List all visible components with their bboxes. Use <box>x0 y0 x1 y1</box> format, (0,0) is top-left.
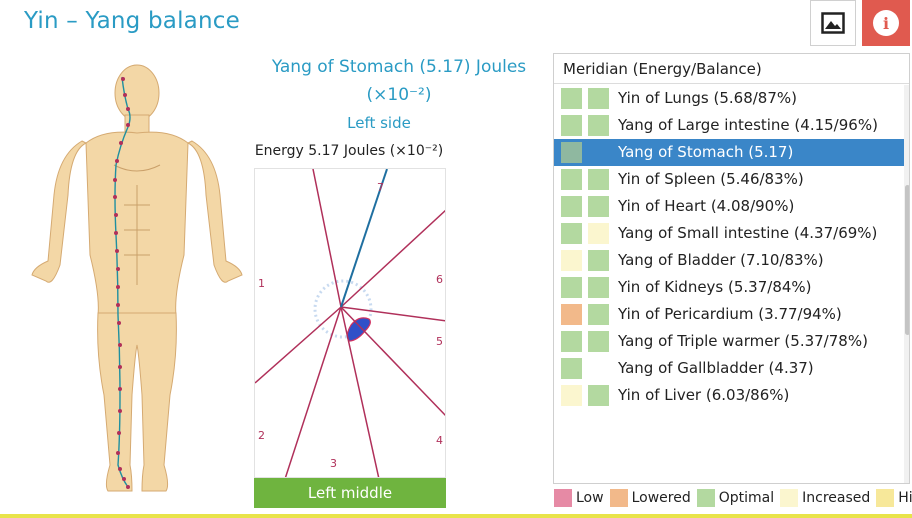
yin-balance-swatch <box>561 358 582 379</box>
sector-line <box>340 306 380 477</box>
meridian-row-label: Yang of Gallbladder (4.37) <box>618 359 814 377</box>
meridian-row[interactable]: Yin of Spleen (5.46/83%) <box>554 166 904 193</box>
meridian-row[interactable]: Yin of Lungs (5.68/87%) <box>554 85 904 112</box>
yin-balance-swatch <box>561 223 582 244</box>
legend-swatch <box>876 489 895 507</box>
meridian-row[interactable]: Yang of Small intestine (4.37/69%) <box>554 220 904 247</box>
image-icon <box>821 12 845 34</box>
meridian-row-label: Yang of Small intestine (4.37/69%) <box>618 224 878 242</box>
yang-balance-swatch <box>588 88 609 109</box>
yin-balance-swatch <box>561 115 582 136</box>
legend-label: Increased <box>802 490 871 506</box>
legend: Low Lowered Optimal Increased High <box>554 488 912 508</box>
position-bar: Left middle <box>254 478 446 508</box>
sector-line <box>340 306 445 417</box>
scrollbar-thumb[interactable] <box>905 185 909 335</box>
yin-balance-swatch <box>561 196 582 217</box>
yin-balance-swatch <box>561 142 582 163</box>
meridian-row-label: Yin of Liver (6.03/86%) <box>618 386 790 404</box>
sector-line <box>340 209 445 308</box>
yin-balance-swatch <box>561 169 582 190</box>
legend-swatch <box>780 489 799 507</box>
yang-balance-swatch <box>588 331 609 352</box>
sector-line <box>284 306 342 477</box>
meridian-row[interactable]: Yang of Stomach (5.17) <box>554 139 904 166</box>
side-label: Left side <box>347 114 411 132</box>
yang-balance-swatch <box>588 115 609 136</box>
meridian-row-label: Yin of Kidneys (5.37/84%) <box>618 278 812 296</box>
meridian-row-label: Yang of Bladder (7.10/83%) <box>618 251 824 269</box>
meridian-row-label: Yang of Triple warmer (5.37/78%) <box>618 332 868 350</box>
yang-balance-swatch <box>588 304 609 325</box>
legend-item: Increased <box>780 489 870 507</box>
image-button[interactable] <box>810 0 856 46</box>
meridian-direction-line <box>340 169 388 308</box>
meridian-row[interactable]: Yin of Pericardium (3.77/94%) <box>554 301 904 328</box>
yin-balance-swatch <box>561 304 582 325</box>
legend-item: Optimal <box>696 489 775 507</box>
legend-item: Lowered <box>609 489 691 507</box>
energy-label: Energy 5.17 Joules (×10⁻²) <box>254 143 444 159</box>
meridian-row-label: Yin of Spleen (5.46/83%) <box>618 170 804 188</box>
meridian-row[interactable]: Yang of Gallbladder (4.37) <box>554 355 904 382</box>
yin-balance-swatch <box>561 385 582 406</box>
yang-balance-swatch <box>588 277 609 298</box>
yang-balance-swatch <box>588 250 609 271</box>
meridian-row[interactable]: Yin of Kidneys (5.37/84%) <box>554 274 904 301</box>
legend-label: Lowered <box>631 490 691 506</box>
yang-balance-swatch <box>588 169 609 190</box>
bottom-divider <box>0 514 912 518</box>
meridian-row[interactable]: Yang of Bladder (7.10/83%) <box>554 247 904 274</box>
legend-swatch <box>554 489 572 507</box>
diagram-halo <box>313 279 373 339</box>
sector-number: 6 <box>436 273 443 286</box>
legend-label: Low <box>576 490 604 506</box>
yin-balance-swatch <box>561 277 582 298</box>
energy-blob <box>346 317 371 342</box>
sector-diagram: 1 2 3 4 5 6 7 <box>254 168 446 478</box>
sector-line <box>255 306 342 384</box>
info-button[interactable]: i <box>862 0 910 46</box>
meridian-row-label: Yang of Large intestine (4.15/96%) <box>618 116 878 134</box>
sector-line <box>312 169 342 308</box>
legend-swatch <box>696 489 715 507</box>
legend-item: High <box>876 489 912 507</box>
meridian-row-label: Yin of Pericardium (3.77/94%) <box>618 305 842 323</box>
yang-balance-swatch <box>588 223 609 244</box>
meridian-row-label: Yang of Stomach (5.17) <box>618 143 794 161</box>
yin-balance-swatch <box>561 331 582 352</box>
body-figure <box>31 64 243 492</box>
meridian-panel: Meridian (Energy/Balance) Yin of Lungs (… <box>553 53 910 484</box>
sector-number: 4 <box>436 434 443 447</box>
meridian-line <box>114 76 131 488</box>
page-title: Yin – Yang balance <box>24 8 240 34</box>
sector-number: 1 <box>258 277 265 290</box>
meridian-panel-header: Meridian (Energy/Balance) <box>554 54 909 84</box>
meridian-row[interactable]: Yin of Heart (4.08/90%) <box>554 193 904 220</box>
sector-number: 3 <box>330 457 337 470</box>
sector-number: 5 <box>436 335 443 348</box>
sector-number: 7 <box>377 181 384 194</box>
yang-balance-swatch <box>588 196 609 217</box>
yang-balance-swatch <box>588 385 609 406</box>
legend-swatch <box>609 489 628 507</box>
meridian-row-label: Yin of Heart (4.08/90%) <box>618 197 795 215</box>
scrollbar[interactable] <box>904 85 909 483</box>
legend-label: Optimal <box>718 490 775 506</box>
yin-balance-swatch <box>561 88 582 109</box>
sector-line <box>340 306 445 322</box>
sector-number: 2 <box>258 429 265 442</box>
meridian-list: Yin of Lungs (5.68/87%) Yang of Large int… <box>554 85 904 409</box>
meridian-row[interactable]: Yang of Large intestine (4.15/96%) <box>554 112 904 139</box>
detail-title-line1: Yang of Stomach (5.17) Joules <box>271 57 527 77</box>
meridian-row[interactable]: Yang of Triple warmer (5.37/78%) <box>554 328 904 355</box>
yin-balance-swatch <box>561 250 582 271</box>
detail-title-line2: (×10⁻²) <box>366 85 432 105</box>
meridian-row[interactable]: Yin of Liver (6.03/86%) <box>554 382 904 409</box>
meridian-row-label: Yin of Lungs (5.68/87%) <box>618 89 798 107</box>
info-icon: i <box>873 10 899 36</box>
legend-label: High <box>898 490 912 506</box>
detail-title: Yang of Stomach (5.17) Joules (×10⁻²) <box>254 53 544 109</box>
legend-item: Low <box>554 489 604 507</box>
